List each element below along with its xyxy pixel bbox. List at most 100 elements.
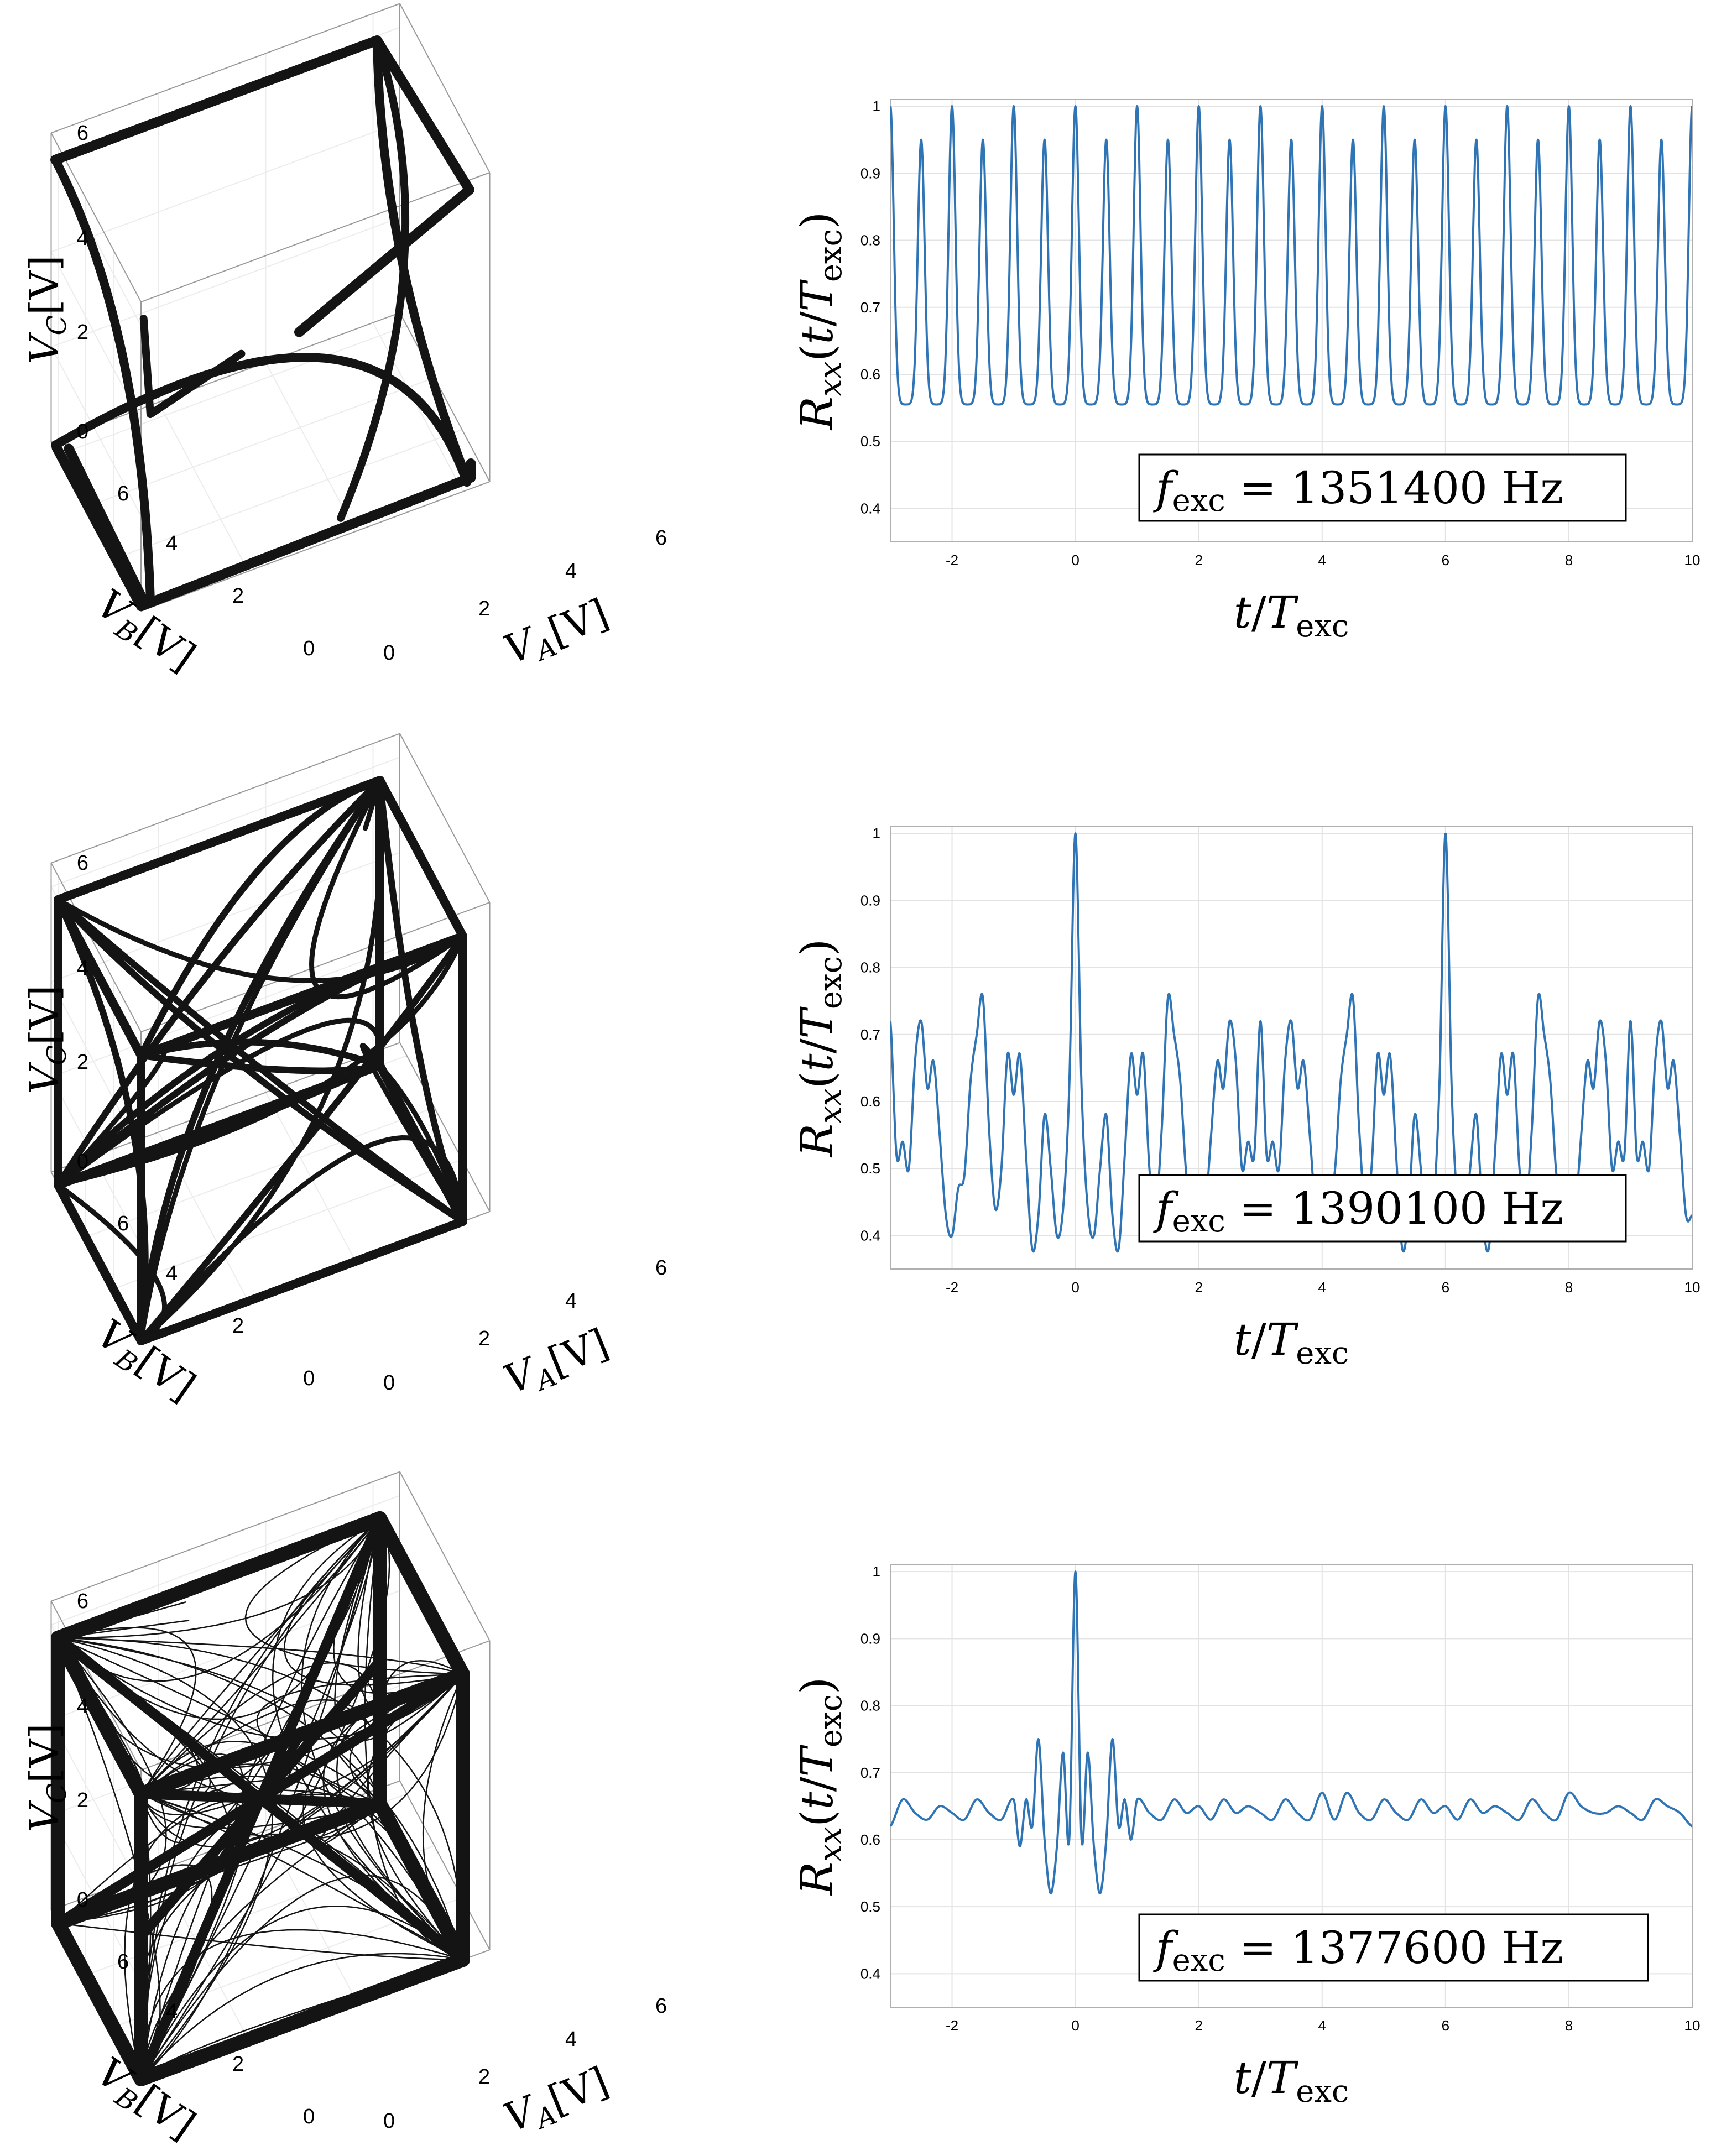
x-tick-label: 0 — [1071, 1279, 1079, 1296]
zlabel-2: VC[V] — [21, 985, 72, 1094]
trajectory-segment — [364, 1517, 464, 1961]
y-axis-label: Rxx(t/Texc) — [791, 212, 849, 431]
x-axis-label: t/Texc — [1234, 1314, 1349, 1371]
x-tick-label: 2 — [1195, 1279, 1202, 1296]
y-tick-label: 0.4 — [860, 1227, 880, 1244]
trajectory-segment — [51, 155, 155, 604]
trajectory-segment — [140, 1517, 381, 2080]
zt: 4 — [77, 1695, 88, 1718]
plot-border — [890, 1564, 1693, 2008]
x-tick-label: 6 — [1442, 2017, 1449, 2034]
x-tick-label: -2 — [946, 1279, 958, 1296]
attractor-2-zticks: 6 4 2 0 — [77, 852, 88, 1173]
trajectory-segment — [140, 1833, 464, 2080]
attractor-panel-3: 6 4 2 0 6 4 2 0 0 2 4 6 VC[V] VB[V] VA[V… — [21, 1471, 667, 2148]
x-tick-label: 4 — [1318, 1279, 1326, 1296]
yt: 4 — [166, 1262, 178, 1285]
trajectory-segment — [319, 1673, 464, 1846]
xlabel-2: VA[V] — [498, 1319, 617, 1407]
trajectory-segment — [359, 1042, 466, 1224]
zt: 6 — [77, 122, 88, 145]
y-tick-label: 0.5 — [860, 433, 880, 450]
yt: 0 — [303, 1367, 315, 1390]
yt: 4 — [166, 532, 178, 555]
box-edge — [50, 133, 142, 302]
trajectory-segment — [55, 896, 149, 1344]
trajectory-segment — [337, 36, 410, 522]
attractor-3-zticks: 6 4 2 0 — [77, 1590, 88, 1912]
yt: 6 — [117, 1212, 129, 1235]
trajectory-segment — [377, 1063, 466, 1224]
box-edge — [51, 3, 400, 134]
xlabel-3: VA[V] — [498, 2058, 617, 2145]
legend-box — [1138, 453, 1627, 522]
x-tick-label: 2 — [1195, 552, 1202, 568]
xt: 2 — [478, 2065, 490, 2089]
legend-box — [1138, 1913, 1649, 1982]
box-edge — [51, 733, 400, 864]
trajectory-segment — [373, 1797, 470, 1967]
box-edge — [399, 312, 491, 482]
legend-1: fexc = 1351400 Hz — [1138, 453, 1627, 522]
xt: 0 — [383, 2110, 395, 2133]
x-tick-label: 10 — [1684, 2017, 1701, 2034]
attractor-3-xticks: 0 2 4 6 — [383, 1995, 667, 2133]
y-tick-label: 1 — [873, 1563, 880, 1580]
trajectory-segment — [51, 353, 472, 487]
trajectory-segment — [138, 1052, 383, 1074]
trajectory-segment — [55, 1045, 168, 1188]
autocorr-series-line — [890, 1570, 1692, 1894]
trajectory-segment — [57, 1517, 381, 1639]
y-tick-label: 1 — [873, 98, 880, 114]
floor-gridline — [158, 402, 249, 572]
yt: 0 — [303, 637, 315, 660]
y-tick-label: 0.5 — [860, 1160, 880, 1177]
xt: 0 — [383, 641, 395, 665]
box-edge — [51, 1471, 400, 1602]
yt: 4 — [166, 2000, 178, 2023]
xt: 4 — [565, 1290, 577, 1313]
trajectory-segment — [138, 1135, 466, 1344]
y-tick-label: 0.6 — [860, 366, 880, 383]
xt: 0 — [383, 1371, 395, 1395]
trajectory-segment — [272, 1517, 464, 1961]
trajectory-segment — [55, 896, 466, 1225]
x-tick-label: 8 — [1565, 552, 1573, 568]
x-tick-label: 8 — [1565, 1279, 1573, 1296]
trajectory-segment — [51, 1631, 148, 1801]
y-tick-label: 0.6 — [860, 1093, 880, 1110]
wall-gridline — [50, 1077, 142, 1246]
legend-text: fexc = 1351400 Hz — [1153, 462, 1563, 519]
x-tick-label: 10 — [1684, 1279, 1701, 1296]
trajectory-segment — [50, 35, 474, 337]
wall-gridline — [51, 756, 400, 888]
plot-border — [890, 99, 1693, 542]
y-tick-label: 0.4 — [860, 1965, 880, 1982]
floor-gridline — [265, 1830, 356, 2000]
wall-gridline — [50, 1720, 142, 1889]
legend-box — [1138, 1174, 1627, 1243]
attractor-trajectory-3 — [51, 1511, 470, 2086]
x-tick-label: 10 — [1684, 552, 1701, 568]
xt: 6 — [655, 1995, 667, 2018]
y-tick-label: 0.9 — [860, 1630, 880, 1647]
yt: 2 — [232, 1314, 244, 1338]
x-tick-label: 6 — [1442, 552, 1449, 568]
trajectory-segment — [57, 1637, 464, 1961]
wall-gridline — [51, 1495, 400, 1626]
y-tick-label: 0.6 — [860, 1831, 880, 1848]
box-edge — [399, 733, 491, 903]
zt: 6 — [77, 1590, 88, 1613]
x-axis-label: t/Texc — [1234, 587, 1349, 644]
x-tick-label: -2 — [946, 2017, 958, 2034]
box-edge — [140, 172, 490, 302]
trajectory-segment — [55, 1017, 383, 1188]
xt: 4 — [565, 2028, 577, 2051]
y-tick-label: 0.8 — [860, 1698, 880, 1714]
autocorr-panel-2: -2 0 2 4 6 8 10 0.4 0.5 0.6 0.7 0.8 0.9 1 Rxx(t/Texc) t… — [791, 825, 1700, 1371]
legend-text: fexc = 1390100 Hz — [1153, 1183, 1563, 1239]
yt: 6 — [117, 1950, 129, 1974]
trajectory-segment — [244, 1517, 464, 1675]
x-tick-label: 4 — [1318, 2017, 1326, 2034]
y-tick-label: 0.9 — [860, 892, 880, 909]
